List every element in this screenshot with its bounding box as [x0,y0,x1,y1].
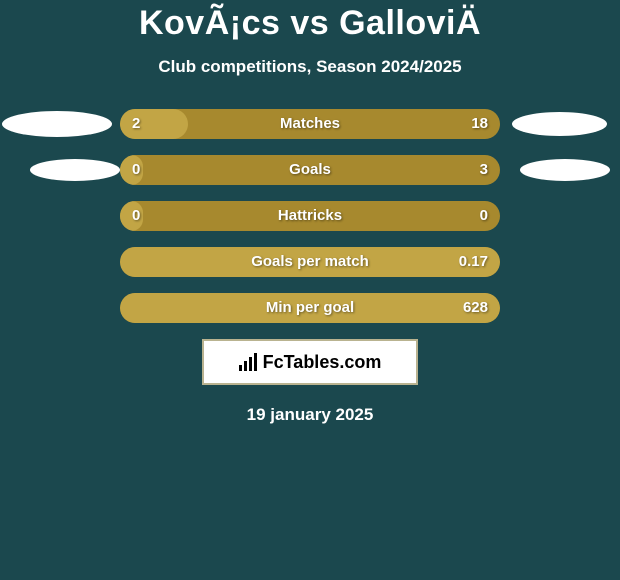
stat-label: Goals per match [120,247,500,277]
player-badge-left [2,111,112,137]
stat-right-value: 18 [471,109,488,139]
player-badge-left [30,159,120,181]
left-side [0,247,120,277]
left-side [0,109,120,139]
right-side [500,109,620,139]
stat-row: 0Goals3 [0,155,620,185]
left-side [0,201,120,231]
stat-label: Goals [120,155,500,185]
right-side [500,293,620,323]
stat-label: Matches [120,109,500,139]
stat-bar: 0Goals3 [120,155,500,185]
left-side [0,293,120,323]
page-title: KovÃ¡cs vs GalloviÄ [0,4,620,43]
stat-bar: Goals per match0.17 [120,247,500,277]
stat-bar: 0Hattricks0 [120,201,500,231]
date-text: 19 january 2025 [0,405,620,425]
stat-label: Hattricks [120,201,500,231]
stat-right-value: 0.17 [459,247,488,277]
stat-row: Min per goal628 [0,293,620,323]
logo-bars-icon [239,353,257,371]
subtitle: Club competitions, Season 2024/2025 [0,57,620,77]
stat-rows: 2Matches180Goals30Hattricks0Goals per ma… [0,109,620,323]
page: KovÃ¡cs vs GalloviÄ Club competitions, S… [0,0,620,580]
player-badge-right [520,159,610,181]
stat-row: 2Matches18 [0,109,620,139]
right-side [500,155,620,185]
stat-row: Goals per match0.17 [0,247,620,277]
left-side [0,155,120,185]
stat-row: 0Hattricks0 [0,201,620,231]
player-badge-right [512,112,607,136]
stat-bar: Min per goal628 [120,293,500,323]
right-side [500,247,620,277]
stat-bar: 2Matches18 [120,109,500,139]
stat-right-value: 628 [463,293,488,323]
logo-text: FcTables.com [263,352,382,373]
source-logo: FcTables.com [202,339,418,385]
right-side [500,201,620,231]
stat-right-value: 0 [480,201,488,231]
stat-label: Min per goal [120,293,500,323]
stat-right-value: 3 [480,155,488,185]
